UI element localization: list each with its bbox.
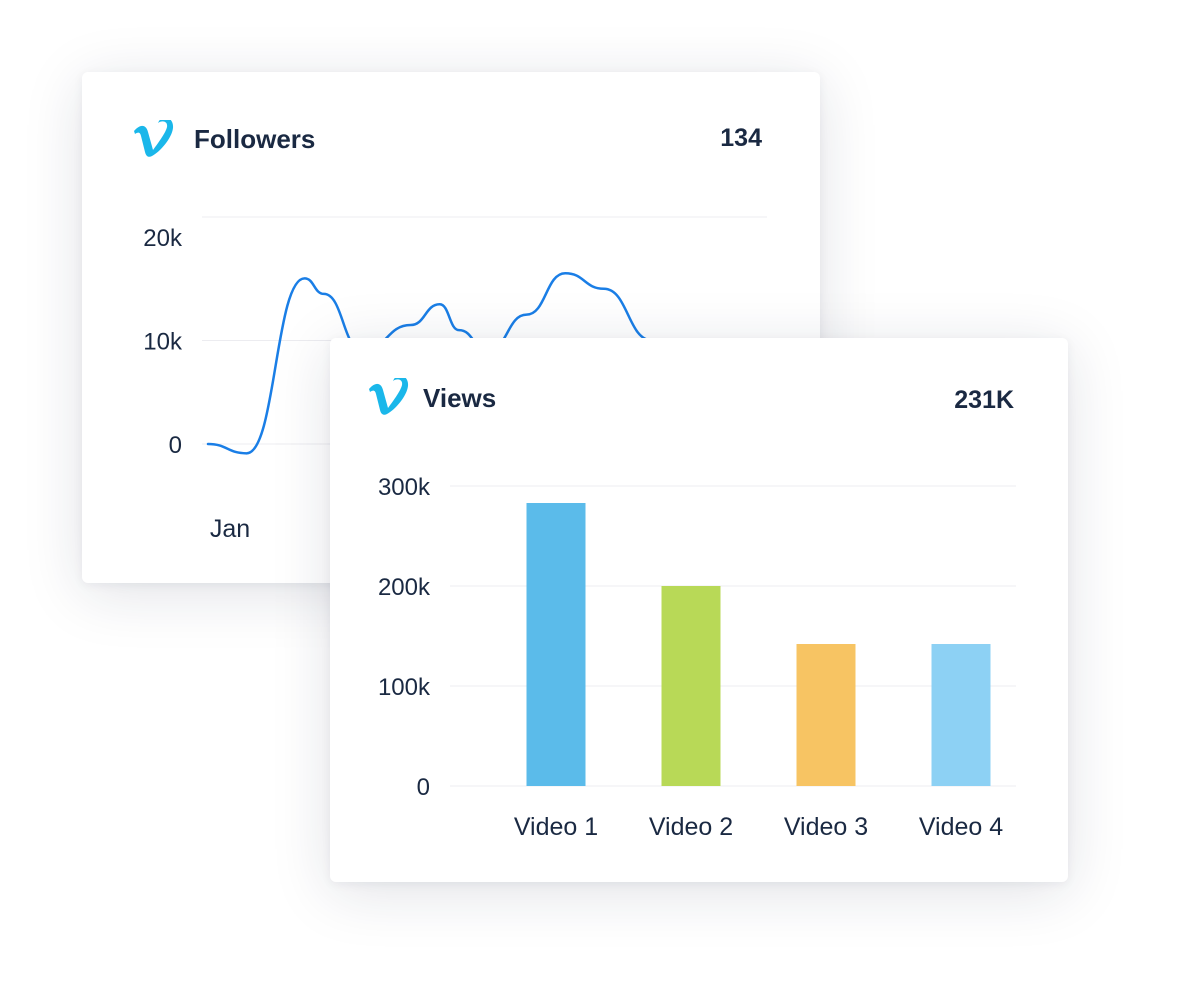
views-bar — [661, 586, 721, 786]
followers-x-tick-label: Jan — [210, 515, 250, 543]
views-x-tick-label: Video 3 — [784, 813, 868, 841]
vimeo-logo-icon — [369, 378, 409, 415]
followers-y-tick-label: 20k — [143, 225, 183, 252]
followers-total: 134 — [720, 124, 762, 152]
views-card: Views 231K 0 100k 200k 300k Video 1 Video 2 Vi… — [330, 338, 1068, 882]
views-y-tick-label: 300k — [378, 474, 431, 501]
followers-y-tick-label: 10k — [143, 329, 183, 356]
views-total: 231K — [954, 386, 1014, 414]
views-y-tick-label: 200k — [378, 574, 431, 601]
views-bar — [526, 503, 586, 786]
views-y-tick-label: 100k — [378, 674, 431, 701]
vimeo-logo-icon — [134, 120, 174, 157]
views-x-tick-label: Video 4 — [919, 813, 1003, 841]
views-bar — [931, 644, 991, 786]
views-y-tick-label: 0 — [417, 774, 430, 801]
followers-title: Followers — [194, 124, 316, 154]
views-x-tick-label: Video 1 — [514, 813, 598, 841]
views-x-tick-label: Video 2 — [649, 813, 733, 841]
views-bar — [796, 644, 856, 786]
views-bar-chart: 0 100k 200k 300k Video 1 Video 2 Video 3 Video … — [378, 474, 1016, 841]
followers-y-tick-label: 0 — [169, 432, 182, 459]
views-title: Views — [423, 383, 497, 413]
